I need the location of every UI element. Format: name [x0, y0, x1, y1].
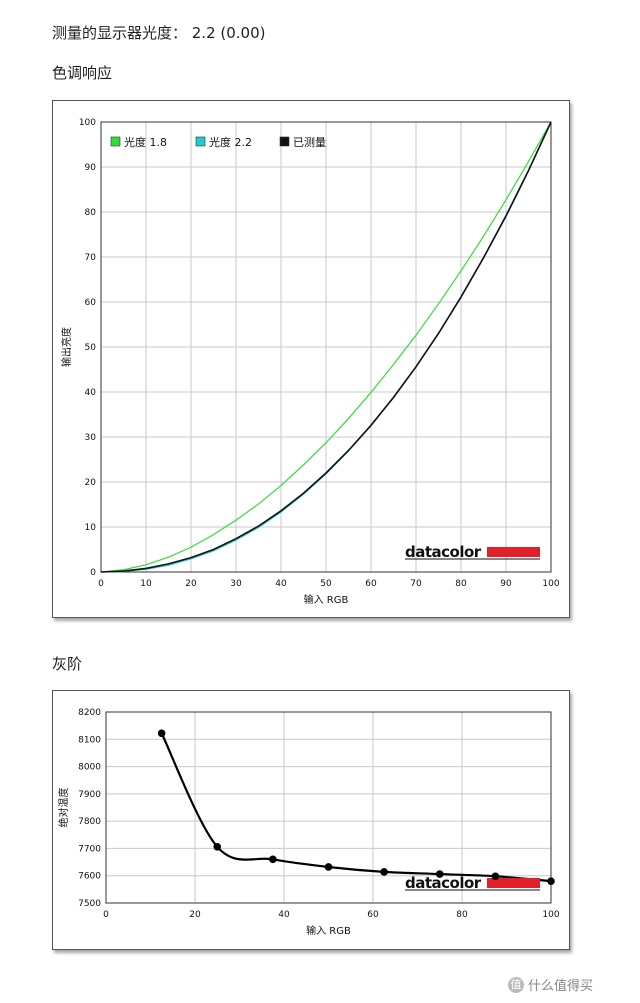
x-tick-label: 80 [455, 579, 467, 589]
x-tick-label: 40 [278, 910, 290, 920]
x-tick-label: 60 [365, 579, 377, 589]
datacolor-logo: datacolor [405, 874, 540, 892]
legend-swatch [110, 136, 121, 147]
x-tick-label: 80 [456, 910, 468, 920]
y-tick-label: 0 [90, 568, 96, 578]
x-tick-label: 40 [275, 579, 287, 589]
grayscale-chart: 0 20 40 60 80 100 7500 7600 7700 7800 7900 8000 8100… [57, 708, 560, 937]
watermark-icon: 值 [508, 976, 524, 993]
y-axis-label: 输出亮度 [60, 327, 73, 367]
series-line [160, 732, 552, 883]
x-tick-label: 100 [542, 579, 559, 589]
data-point [324, 863, 333, 871]
datacolor-logo-text: datacolor [405, 543, 482, 561]
y-tick-label: 60 [85, 298, 97, 308]
y-tick-label: 40 [85, 388, 97, 398]
data-point [380, 868, 388, 876]
tone-response-panel: 0 10 20 30 40 50 60 70 80 90 100 0 10 20 30 40 50 60 70 80 9… [52, 100, 570, 618]
y-tick-label: 80 [85, 208, 97, 218]
data-point [435, 870, 444, 878]
x-tick-label: 70 [410, 579, 422, 589]
legend-swatch [195, 136, 206, 147]
x-tick-label: 0 [103, 910, 109, 920]
series-line-3 [100, 121, 552, 573]
measured-gamma-text: 测量的显示器光度： 2.2 (0.00) [52, 24, 266, 42]
y-tick-label: 8200 [78, 708, 101, 718]
y-tick-label: 7900 [78, 790, 101, 800]
watermark: 值 什么值得买 [508, 975, 593, 994]
data-point [269, 855, 277, 864]
y-tick-label: 30 [85, 433, 97, 443]
y-tick-label: 100 [79, 118, 96, 128]
y-axis-label: 绝对温度 [57, 788, 70, 828]
legend-label: 光度 1.8 [124, 135, 167, 149]
y-tick-label: 8100 [78, 735, 101, 745]
y-tick-label: 70 [85, 253, 97, 263]
x-tick-label: 90 [500, 579, 512, 589]
x-tick-label: 100 [542, 910, 559, 920]
datacolor-logo-bar [487, 878, 540, 888]
grayscale-panel: 0 20 40 60 80 100 7500 7600 7700 7800 7900 8000 8100… [52, 690, 570, 950]
watermark-text: 什么值得买 [528, 979, 594, 994]
legend-label: 已测量 [293, 136, 326, 149]
x-axis-label: 输入 RGB [306, 924, 351, 937]
legend-entry-1: 光度 1.8 [110, 135, 167, 149]
x-tick-label: 60 [367, 910, 379, 920]
x-tick-label: 0 [98, 579, 104, 589]
datacolor-logo-text: datacolor [405, 874, 482, 892]
data-point [547, 877, 555, 885]
legend-swatch [279, 136, 290, 147]
datacolor-logo-bar [487, 547, 540, 557]
x-tick-label: 20 [185, 579, 197, 589]
y-tick-label: 7700 [78, 844, 101, 854]
x-tick-label: 20 [189, 910, 201, 920]
tone-response-heading: 色调响应 [52, 64, 113, 82]
x-axis-label: 输入 RGB [304, 593, 349, 606]
y-tick-label: 7800 [78, 817, 101, 827]
tone-response-chart: 0 10 20 30 40 50 60 70 80 90 100 0 10 20 30 40 50 60 70 80 9… [60, 118, 560, 606]
x-tick-label: 30 [230, 579, 242, 589]
x-tick-label: 10 [140, 579, 152, 589]
grayscale-heading: 灰阶 [52, 655, 83, 673]
plot-area [106, 712, 551, 903]
y-tick-label: 8000 [78, 763, 101, 773]
y-tick-label: 10 [85, 523, 97, 533]
datacolor-logo: datacolor [405, 543, 540, 561]
y-tick-label: 90 [85, 163, 97, 173]
data-point [491, 872, 500, 881]
y-tick-label: 50 [85, 343, 97, 353]
legend-label: 光度 2.2 [209, 135, 252, 149]
data-point [157, 729, 166, 738]
series-line-1 [100, 121, 552, 573]
legend-entry-3: 已测量 [279, 136, 326, 149]
y-tick-label: 20 [85, 478, 97, 488]
legend-entry-2: 光度 2.2 [195, 135, 252, 149]
x-tick-label: 50 [320, 579, 332, 589]
plot-frame [105, 711, 552, 904]
y-tick-label: 7500 [78, 899, 101, 909]
data-point [213, 842, 222, 851]
y-tick-label: 7600 [78, 872, 101, 882]
plot-frame [100, 121, 552, 573]
